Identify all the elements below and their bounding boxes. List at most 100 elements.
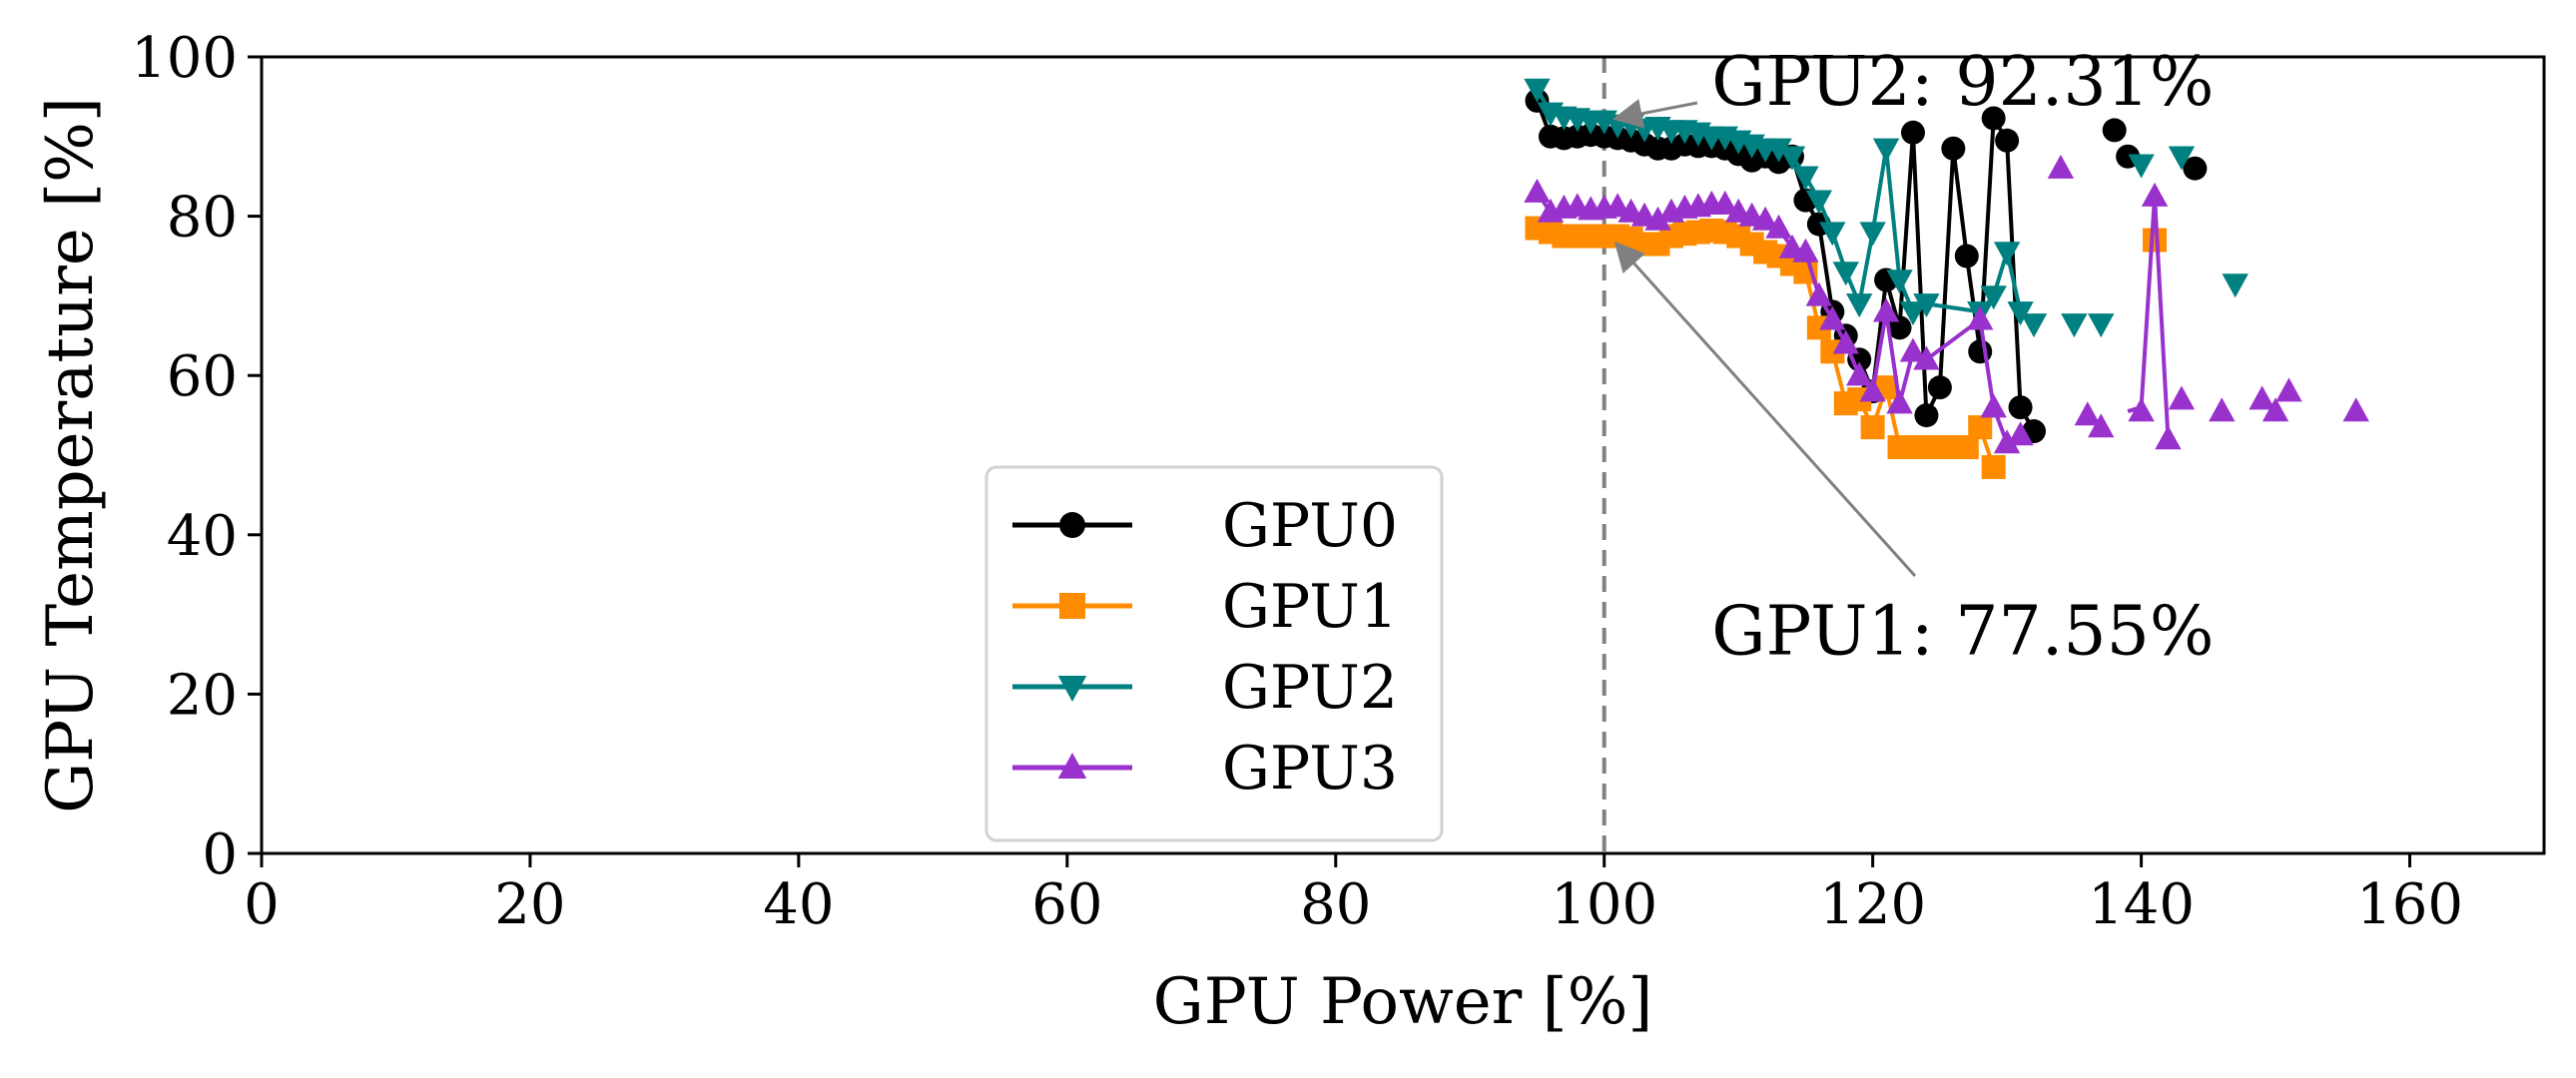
data-point — [2020, 313, 2048, 338]
data-point — [1886, 389, 1913, 414]
data-point — [2209, 397, 2236, 422]
data-point — [1765, 214, 1792, 239]
annotation-arrow — [1613, 241, 1917, 578]
data-point — [2008, 395, 2033, 420]
data-point — [1846, 361, 1873, 386]
data-point — [2007, 301, 2034, 326]
data-point — [1711, 190, 1738, 215]
y-axis-title: GPU Temperature [%] — [34, 97, 108, 813]
data-point — [1819, 305, 1846, 330]
annotation-arrow — [1611, 99, 1698, 129]
x-tick-label: 160 — [2356, 872, 2463, 937]
legend-label: GPU0 — [1222, 491, 1398, 561]
data-point — [1968, 415, 1993, 440]
data-point — [1980, 393, 2007, 418]
legend-entry-gpu3: GPU3 — [1012, 734, 1398, 804]
data-point — [2222, 273, 2249, 298]
legend-label: GPU3 — [1222, 734, 1398, 804]
x-tick-label: 100 — [1551, 872, 1657, 937]
legend-label: GPU2 — [1222, 653, 1398, 723]
data-point — [1751, 206, 1779, 231]
marks-layer — [1524, 78, 2369, 479]
data-point — [1927, 375, 1952, 400]
data-point — [1644, 206, 1671, 231]
data-point — [1792, 166, 1819, 191]
data-point — [1792, 238, 1819, 263]
data-point — [1846, 293, 1873, 318]
data-point — [2155, 425, 2182, 450]
data-point — [1872, 297, 1900, 322]
x-tick-label: 40 — [763, 872, 834, 937]
data-point — [1954, 244, 1979, 269]
data-point — [1859, 377, 1886, 402]
data-point — [1872, 138, 1900, 163]
data-point — [1968, 339, 1993, 364]
y-tick-label: 80 — [167, 186, 238, 251]
legend-entry-gpu2: GPU2 — [1012, 653, 1398, 723]
data-point — [2128, 397, 2155, 422]
data-point — [1805, 281, 1833, 306]
data-point — [2074, 401, 2101, 426]
x-tick-label: 0 — [244, 872, 280, 937]
plot-frame — [260, 55, 2546, 855]
x-tick-label: 120 — [1819, 872, 1926, 937]
legend: GPU0 GPU1 GPU2 GPU3 — [984, 465, 1444, 842]
data-point — [1993, 429, 2021, 454]
series-gpu3 — [1524, 154, 2369, 454]
x-tick-label: 80 — [1300, 872, 1371, 937]
legend-box — [984, 465, 1444, 842]
data-point — [1899, 301, 1927, 326]
data-point — [1778, 146, 1806, 171]
data-point — [1981, 454, 2006, 479]
x-axis-title: GPU Power [%] — [1153, 965, 1653, 1039]
data-point — [1981, 106, 2006, 131]
annotation-layer: GPU2: 92.31% GPU1: 77.55% — [1611, 43, 2215, 672]
data-point — [2183, 156, 2208, 181]
data-point — [2141, 182, 2169, 207]
legend-marker — [1059, 593, 1085, 619]
series-line-segment — [2127, 196, 2171, 440]
data-point — [1913, 293, 1940, 318]
data-point — [2047, 154, 2075, 179]
data-point — [1900, 120, 1925, 145]
data-point — [1993, 242, 2021, 267]
y-tick-label: 20 — [167, 663, 238, 728]
x-tick-label: 20 — [494, 872, 565, 937]
data-point — [1913, 345, 1940, 370]
data-point — [1899, 337, 1927, 362]
data-point — [2261, 397, 2289, 422]
data-point — [2088, 413, 2115, 438]
data-point — [1914, 403, 1939, 428]
legend-label: GPU1 — [1222, 572, 1398, 642]
x-tick-label: 140 — [2088, 872, 2195, 937]
series-gpu1 — [1525, 216, 2168, 479]
y-tick-label: 0 — [202, 822, 238, 887]
data-point — [1819, 222, 1846, 247]
data-point — [1805, 190, 1833, 215]
data-point — [2088, 313, 2115, 338]
axes-layer: 0 20 40 60 80 100 120 140 160 0 20 40 60 80 100 GPU Pow… — [34, 26, 2546, 1039]
data-point — [1860, 415, 1885, 440]
data-point — [1765, 138, 1792, 163]
y-tick-label: 60 — [167, 344, 238, 409]
legend-marker — [1057, 753, 1087, 780]
legend-marker — [1057, 675, 1087, 702]
data-point — [2249, 385, 2275, 410]
data-point — [2102, 118, 2127, 143]
data-point — [2128, 154, 2155, 179]
data-point — [2275, 377, 2302, 402]
annotation-label: GPU2: 92.31% — [1711, 43, 2214, 122]
data-point — [1886, 270, 1913, 294]
data-point — [2168, 146, 2196, 171]
legend-entry-gpu0: GPU0 — [1012, 491, 1398, 561]
data-point — [2342, 397, 2369, 422]
y-tick-label: 100 — [131, 26, 238, 91]
y-tick-label: 40 — [167, 504, 238, 569]
data-point — [1941, 136, 1966, 161]
data-point — [1524, 78, 1551, 103]
data-point — [2061, 313, 2088, 338]
data-point — [1832, 329, 1859, 354]
x-tick-label: 60 — [1031, 872, 1102, 937]
data-point — [2168, 385, 2196, 410]
